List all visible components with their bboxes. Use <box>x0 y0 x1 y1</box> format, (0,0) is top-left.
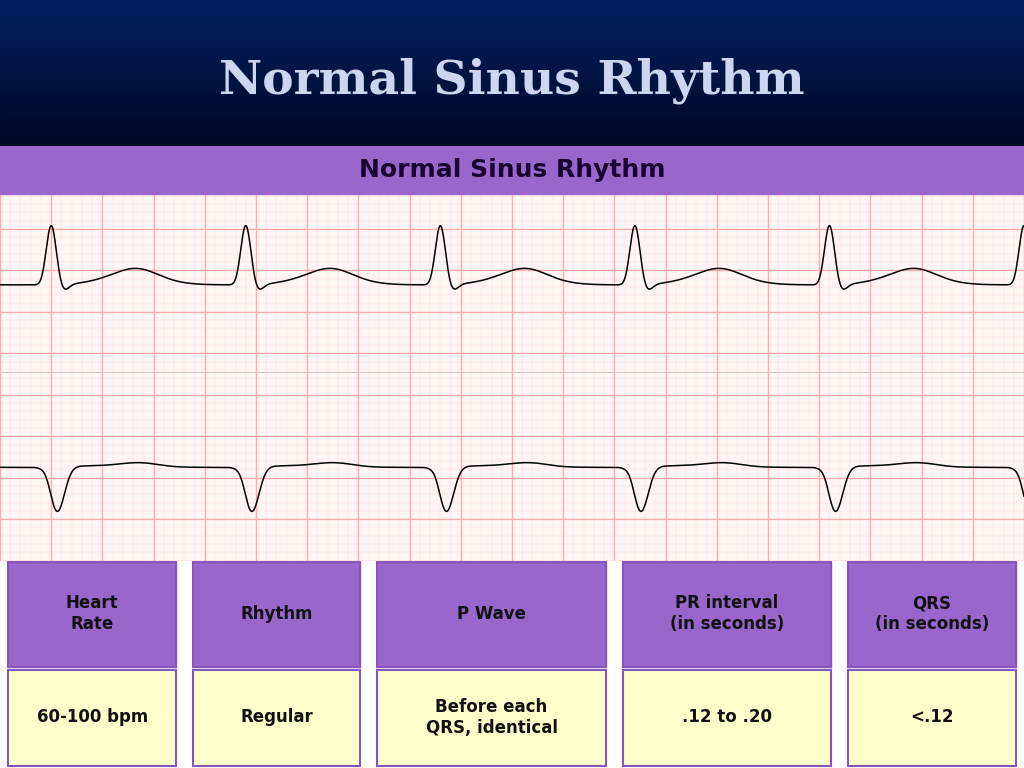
Bar <box>377 562 606 667</box>
Bar <box>8 670 176 766</box>
Bar <box>193 670 360 766</box>
Bar <box>848 562 1016 667</box>
Bar <box>8 670 176 766</box>
Bar <box>377 562 606 667</box>
Bar <box>848 670 1016 766</box>
Bar <box>623 670 831 766</box>
Bar <box>623 562 831 667</box>
Text: QRS
(in seconds): QRS (in seconds) <box>874 594 989 633</box>
Text: Normal Sinus Rhythm: Normal Sinus Rhythm <box>358 157 666 182</box>
Text: P Wave: P Wave <box>457 604 526 623</box>
Bar <box>848 562 1016 667</box>
Bar <box>0 146 1024 194</box>
Bar <box>623 670 831 766</box>
Text: <.12: <.12 <box>910 708 953 727</box>
Bar <box>848 670 1016 766</box>
Bar <box>8 562 176 667</box>
Text: Rhythm: Rhythm <box>241 604 312 623</box>
Bar <box>193 562 360 667</box>
Text: Normal Sinus Rhythm: Normal Sinus Rhythm <box>219 57 805 104</box>
Bar <box>193 562 360 667</box>
Bar <box>623 562 831 667</box>
Text: PR interval
(in seconds): PR interval (in seconds) <box>670 594 784 633</box>
Text: 60-100 bpm: 60-100 bpm <box>37 708 147 727</box>
Text: Before each
QRS, identical: Before each QRS, identical <box>426 698 557 737</box>
Bar <box>193 670 360 766</box>
Bar <box>8 562 176 667</box>
Text: Regular: Regular <box>240 708 313 727</box>
Bar <box>377 670 606 766</box>
Text: Heart
Rate: Heart Rate <box>66 594 119 633</box>
Bar <box>377 670 606 766</box>
Text: .12 to .20: .12 to .20 <box>682 708 772 727</box>
